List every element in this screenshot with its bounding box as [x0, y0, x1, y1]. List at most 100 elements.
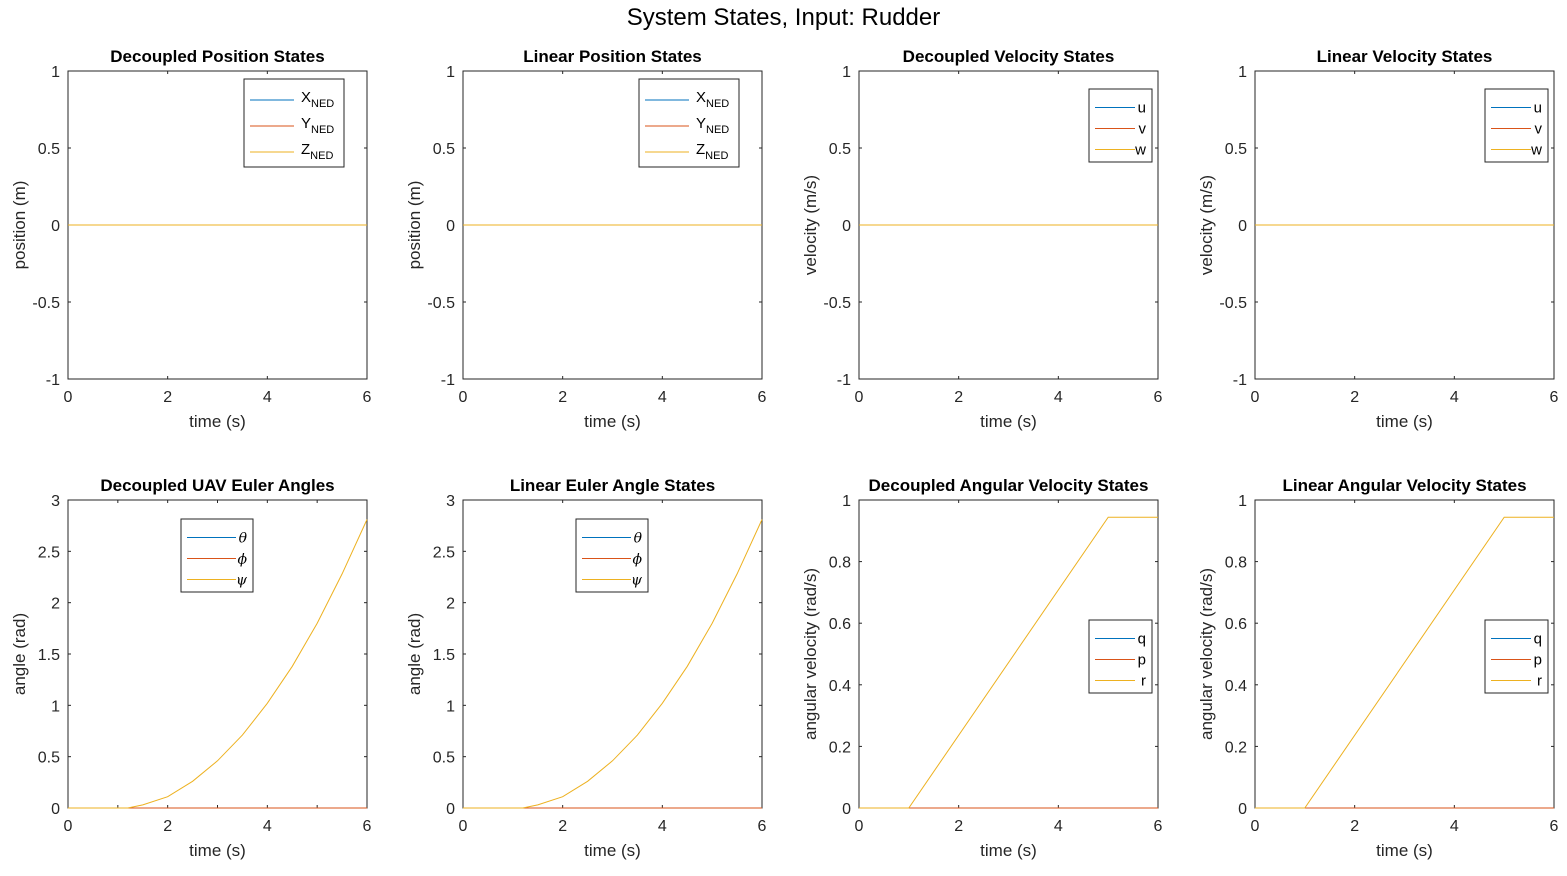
y-axis-label: position (m): [10, 181, 29, 270]
y-tick-label: -1: [1233, 372, 1247, 389]
subplot-4: 0 2 4 6 -1 -0.5 0 0.5 1 Linear Velocity States tim…: [1197, 47, 1559, 431]
x-tick-label: 2: [1350, 389, 1359, 406]
x-tick-label: 4: [658, 389, 667, 406]
x-tick-label: 0: [459, 818, 468, 835]
x-tick-label: 0: [64, 818, 73, 835]
y-tick-label: 0.4: [829, 678, 851, 695]
subplot-8: 0 2 4 6 0 0.2 0.4 0.6 0.8 1 Linear Angular Velocit…: [1197, 476, 1559, 860]
legend: θϕψ: [180, 518, 254, 593]
legend-label: q: [1534, 631, 1542, 648]
subplot-title: Decoupled Position States: [110, 47, 324, 66]
x-tick-label: 0: [64, 389, 73, 406]
y-tick-label: 2: [51, 596, 60, 613]
y-tick-label: 0: [51, 218, 60, 235]
legend: uvw: [1484, 88, 1549, 163]
y-tick-label: 0: [1238, 801, 1247, 818]
x-tick-label: 6: [758, 818, 767, 835]
x-axis-label: time (s): [980, 412, 1037, 431]
x-tick-label: 4: [1450, 818, 1459, 835]
series-line-3: [68, 519, 368, 809]
legend-label: ψ: [631, 573, 643, 589]
y-tick-label: 1: [842, 64, 851, 81]
subplot-title: Linear Velocity States: [1317, 47, 1493, 66]
legend-label: w: [1530, 142, 1542, 159]
y-tick-label: 3: [446, 493, 455, 510]
y-tick-label: 1: [51, 64, 60, 81]
series-line-3: [1255, 516, 1554, 809]
subplot-6: 0 2 4 6 0 0.5 1 1.5 2 2.5 3 Linear Euler Angle Stat…: [405, 476, 767, 860]
x-axis-label: time (s): [1376, 841, 1433, 860]
legend-label: ZNED: [301, 141, 333, 162]
x-tick-label: 6: [1154, 389, 1163, 406]
x-axis-label: time (s): [584, 412, 641, 431]
legend-label: ϕ: [237, 552, 247, 568]
legend-label: v: [1139, 121, 1147, 138]
x-axis-label: time (s): [189, 841, 246, 860]
x-axis-label: time (s): [980, 841, 1037, 860]
y-tick-label: 0.2: [1225, 739, 1247, 756]
x-tick-label: 2: [163, 389, 172, 406]
x-tick-label: 0: [855, 818, 864, 835]
y-tick-label: 3: [51, 493, 60, 510]
y-tick-label: 1: [446, 698, 455, 715]
y-tick-label: 0.4: [1225, 678, 1247, 695]
subplot-title: Decoupled Angular Velocity States: [869, 476, 1149, 495]
y-tick-label: 1: [842, 493, 851, 510]
y-tick-label: 0: [446, 801, 455, 818]
y-tick-label: 0: [1238, 218, 1247, 235]
y-tick-label: 0: [842, 218, 851, 235]
y-tick-label: -1: [441, 372, 455, 389]
x-tick-label: 4: [658, 818, 667, 835]
y-axis-label: angular velocity (rad/s): [801, 568, 820, 740]
x-tick-label: 4: [1054, 389, 1063, 406]
subplot-title: Decoupled UAV Euler Angles: [100, 476, 334, 495]
x-axis-label: time (s): [584, 841, 641, 860]
y-tick-label: 0.8: [1225, 555, 1247, 572]
x-tick-label: 4: [263, 389, 272, 406]
x-tick-label: 4: [263, 818, 272, 835]
y-tick-label: -0.5: [1219, 295, 1247, 312]
x-tick-label: 6: [758, 389, 767, 406]
y-axis-label: position (m): [405, 181, 424, 270]
legend-label: XNED: [696, 89, 729, 110]
legend-label: ψ: [236, 573, 248, 589]
y-tick-label: -0.5: [32, 295, 60, 312]
x-tick-label: 0: [459, 389, 468, 406]
subplot-title: Linear Position States: [523, 47, 702, 66]
y-tick-label: 0.5: [38, 750, 60, 767]
y-tick-label: 0.6: [829, 616, 851, 633]
y-tick-label: 0.8: [829, 555, 851, 572]
y-tick-label: -1: [46, 372, 60, 389]
x-tick-label: 6: [1154, 818, 1163, 835]
x-tick-label: 0: [1251, 818, 1260, 835]
x-tick-label: 0: [855, 389, 864, 406]
y-tick-label: -1: [837, 372, 851, 389]
y-tick-label: -0.5: [823, 295, 851, 312]
subplot-5: 0 2 4 6 0 0.5 1 1.5 2 2.5 3 Decoupled UAV Euler Ang…: [10, 476, 372, 860]
y-tick-label: 1: [446, 64, 455, 81]
subplot-2: 0 2 4 6 -1 -0.5 0 0.5 1 Linear Position States tim…: [405, 47, 767, 431]
y-tick-label: 1: [1238, 64, 1247, 81]
legend-label: u: [1138, 100, 1146, 117]
x-tick-label: 6: [363, 389, 372, 406]
x-tick-label: 2: [558, 818, 567, 835]
y-tick-label: 2.5: [38, 544, 60, 561]
y-axis-label: velocity (m/s): [1197, 175, 1216, 275]
legend-label: ϕ: [632, 552, 642, 568]
y-axis-label: angular velocity (rad/s): [1197, 568, 1216, 740]
legend-label: u: [1534, 100, 1542, 117]
legend-label: p: [1138, 652, 1146, 669]
subplot-title: Decoupled Velocity States: [903, 47, 1115, 66]
x-tick-label: 4: [1450, 389, 1459, 406]
legend: XNED YNED ZNED: [243, 78, 345, 168]
y-tick-label: 1: [51, 698, 60, 715]
x-tick-label: 2: [163, 818, 172, 835]
y-tick-label: 0: [446, 218, 455, 235]
legend-label: r: [1537, 673, 1542, 690]
y-tick-label: 0.6: [1225, 616, 1247, 633]
legend: θϕψ: [575, 518, 649, 593]
x-tick-label: 2: [1350, 818, 1359, 835]
x-tick-label: 2: [558, 389, 567, 406]
y-tick-label: 0.5: [433, 141, 455, 158]
